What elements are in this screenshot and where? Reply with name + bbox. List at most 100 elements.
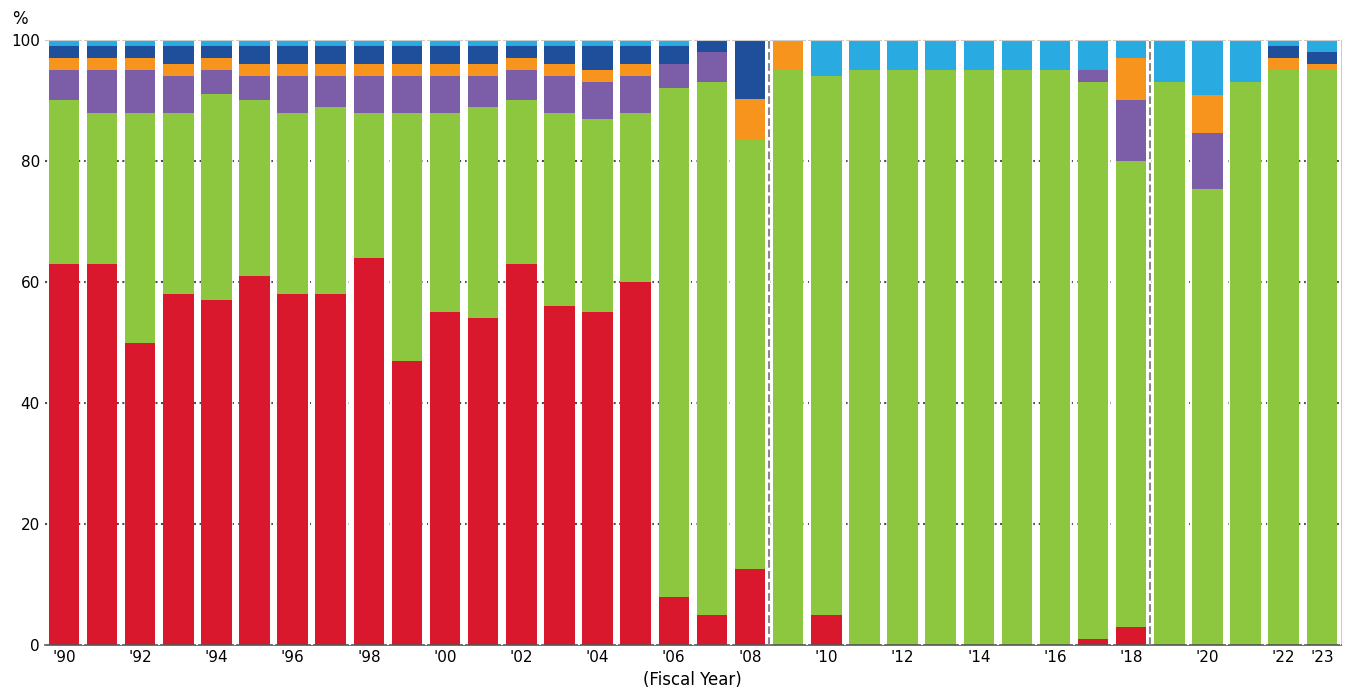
Bar (1155, 83, 1184, 645)
Bar (621, 282, 650, 645)
Bar (964, 40, 994, 70)
Bar (1306, 64, 1337, 70)
Bar (1192, 95, 1222, 134)
Bar (658, 40, 690, 46)
Bar (773, 40, 803, 70)
Bar (354, 258, 384, 645)
Bar (621, 40, 650, 46)
Bar (696, 52, 727, 83)
Bar (545, 307, 575, 645)
Bar (124, 343, 155, 645)
Bar (545, 46, 575, 64)
Bar (201, 46, 231, 58)
Bar (468, 106, 499, 318)
Bar (1306, 40, 1337, 52)
Bar (87, 58, 118, 70)
Bar (811, 615, 841, 645)
Bar (201, 58, 231, 70)
Bar (1268, 40, 1299, 46)
Bar (1155, 40, 1184, 83)
Bar (277, 294, 308, 645)
Bar (849, 40, 880, 70)
Bar (545, 40, 575, 46)
Bar (87, 264, 118, 645)
Bar (124, 113, 155, 343)
Bar (658, 46, 690, 64)
Bar (468, 76, 499, 106)
Bar (239, 40, 270, 46)
Bar (1230, 83, 1261, 645)
Bar (315, 294, 346, 645)
Bar (1192, 40, 1222, 95)
Bar (925, 40, 956, 70)
Bar (430, 40, 460, 46)
Bar (621, 76, 650, 113)
Bar (1115, 627, 1146, 645)
Bar (468, 318, 499, 645)
Bar (354, 76, 384, 113)
Bar (1115, 100, 1146, 161)
Bar (468, 64, 499, 76)
Bar (201, 94, 231, 300)
Bar (887, 40, 918, 70)
Bar (545, 64, 575, 76)
Bar (621, 64, 650, 76)
Bar (87, 113, 118, 264)
Bar (430, 113, 460, 312)
Bar (658, 597, 690, 645)
Bar (277, 113, 308, 294)
Bar (315, 64, 346, 76)
Bar (392, 360, 422, 645)
Bar (277, 40, 308, 46)
Bar (468, 46, 499, 64)
Bar (1040, 40, 1071, 70)
Bar (49, 40, 80, 46)
Bar (1268, 70, 1299, 645)
Bar (201, 70, 231, 94)
Bar (164, 76, 193, 113)
Bar (392, 46, 422, 64)
Bar (87, 40, 118, 46)
Bar (124, 46, 155, 58)
Bar (734, 40, 765, 99)
Bar (1268, 58, 1299, 70)
Bar (124, 40, 155, 46)
Bar (583, 312, 612, 645)
Bar (734, 140, 765, 569)
Bar (354, 46, 384, 64)
Bar (164, 113, 193, 294)
Bar (1192, 188, 1222, 645)
Bar (49, 46, 80, 58)
X-axis label: (Fiscal Year): (Fiscal Year) (644, 671, 742, 689)
Bar (658, 88, 690, 597)
Bar (164, 64, 193, 76)
Bar (315, 40, 346, 46)
Bar (49, 58, 80, 70)
Bar (49, 70, 80, 100)
Bar (164, 294, 193, 645)
Bar (506, 58, 537, 70)
Bar (925, 70, 956, 645)
Bar (430, 46, 460, 64)
Bar (315, 46, 346, 64)
Bar (87, 70, 118, 113)
Bar (1230, 40, 1261, 83)
Bar (430, 312, 460, 645)
Bar (734, 99, 765, 140)
Bar (506, 264, 537, 645)
Bar (430, 76, 460, 113)
Bar (1002, 70, 1032, 645)
Bar (1192, 134, 1222, 188)
Bar (1078, 639, 1109, 645)
Bar (277, 64, 308, 76)
Bar (392, 40, 422, 46)
Bar (277, 76, 308, 113)
Bar (392, 76, 422, 113)
Bar (811, 40, 841, 76)
Bar (545, 76, 575, 113)
Bar (239, 46, 270, 64)
Bar (1306, 70, 1337, 645)
Bar (1002, 40, 1032, 70)
Bar (1078, 70, 1109, 83)
Bar (277, 46, 308, 64)
